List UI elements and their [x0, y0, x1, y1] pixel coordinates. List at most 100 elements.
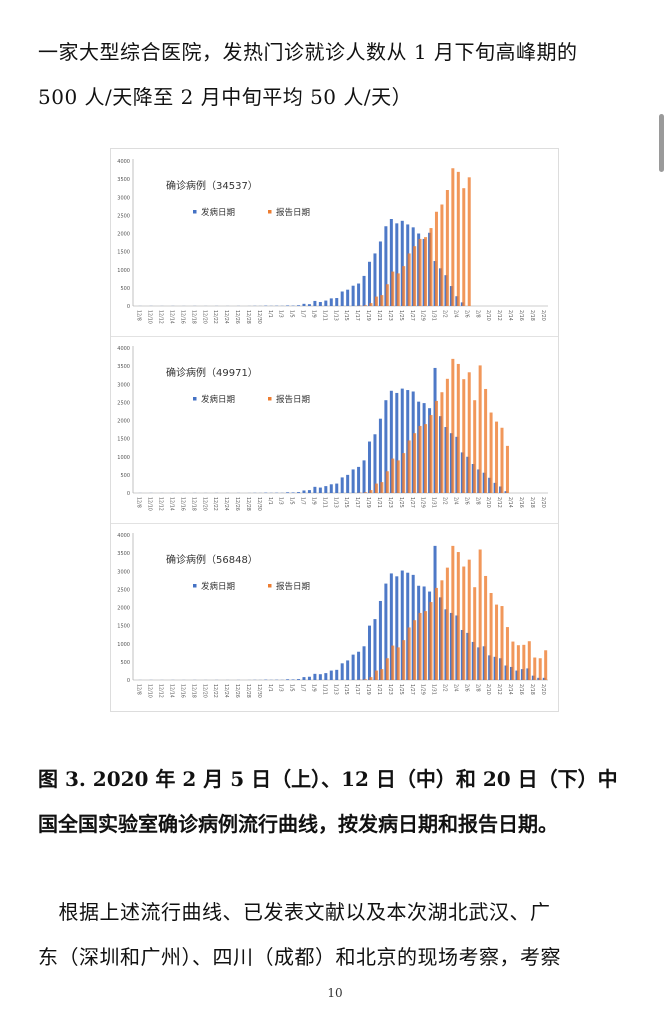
- report-bar: [369, 303, 373, 306]
- onset-bar: [297, 492, 301, 493]
- onset-bar: [335, 298, 339, 306]
- x-tick-label: 2/16: [518, 684, 524, 695]
- report-bar: [451, 358, 455, 493]
- legend-swatch: [268, 584, 272, 588]
- x-tick-label: 2/4: [452, 684, 458, 692]
- x-tick-label: 12/16: [179, 310, 185, 324]
- legend-swatch: [193, 210, 197, 214]
- report-bar: [462, 566, 466, 680]
- x-tick-label: 1/17: [354, 684, 360, 695]
- x-tick-label: 1/3: [278, 310, 284, 318]
- report-bar: [429, 415, 433, 493]
- onset-bar: [313, 486, 317, 493]
- scrollbar-thumb[interactable]: [659, 114, 664, 172]
- y-tick-label: 2500: [117, 400, 130, 406]
- report-bar: [391, 458, 395, 493]
- x-tick-label: 1/29: [420, 310, 426, 321]
- report-bar: [407, 440, 411, 493]
- legend-swatch: [193, 584, 197, 588]
- report-bar: [456, 552, 460, 680]
- y-tick-label: 1500: [117, 437, 130, 443]
- report-bar: [424, 424, 428, 493]
- x-tick-label: 12/20: [201, 497, 207, 511]
- report-bar: [462, 188, 466, 306]
- report-bar: [396, 460, 400, 493]
- onset-bar: [378, 600, 382, 680]
- epidemic-curve-figure: 0 500 1000 1500 2000 2500 3000 3500 4000 12/8 12/1…: [110, 148, 559, 712]
- report-bar: [478, 549, 482, 680]
- onset-bar: [335, 669, 339, 680]
- x-tick-label: 12/16: [179, 497, 185, 511]
- x-tick-label: 12/12: [158, 684, 164, 698]
- x-tick-label: 2/4: [452, 310, 458, 318]
- x-tick-label: 2/10: [485, 497, 491, 508]
- onset-bar: [368, 261, 372, 306]
- x-tick-label: 2/8: [474, 684, 480, 692]
- report-bar: [440, 204, 444, 306]
- onset-bar: [340, 291, 344, 306]
- body-text-line: 500 人/天降至 2 月中旬平均 50 人/天）: [38, 85, 413, 109]
- chart-title: 确诊病例（34537）: [166, 179, 258, 192]
- onset-bar: [286, 492, 290, 493]
- onset-bar: [357, 283, 361, 306]
- x-tick-label: 12/28: [245, 684, 251, 698]
- x-tick-label: 12/18: [190, 310, 196, 324]
- x-tick-label: 2/2: [442, 497, 448, 505]
- x-tick-label: 1/17: [354, 497, 360, 508]
- x-tick-label: 2/2: [442, 684, 448, 692]
- x-tick-label: 1/7: [300, 497, 306, 505]
- x-tick-label: 1/1: [267, 310, 273, 318]
- x-tick-label: 12/14: [168, 497, 174, 511]
- onset-bar: [340, 663, 344, 680]
- page-number: 10: [327, 986, 343, 1000]
- x-tick-label: 12/26: [234, 497, 240, 511]
- report-bar: [413, 433, 417, 493]
- legend-label: 报告日期: [276, 581, 310, 592]
- report-bar: [489, 593, 493, 680]
- report-bar: [451, 545, 455, 680]
- x-tick-label: 1/29: [420, 497, 426, 508]
- report-bar: [505, 445, 509, 493]
- onset-bar: [368, 625, 372, 680]
- x-tick-label: 1/11: [321, 497, 327, 508]
- x-tick-label: 1/13: [332, 497, 338, 508]
- report-bar: [516, 645, 520, 680]
- report-bar: [380, 482, 384, 493]
- y-tick-label: 2500: [117, 213, 130, 219]
- x-tick-label: 12/18: [190, 497, 196, 511]
- onset-bar: [297, 679, 301, 680]
- onset-bar: [329, 298, 333, 306]
- x-tick-label: 1/9: [310, 310, 316, 318]
- report-bar: [374, 296, 378, 306]
- x-tick-label: 2/18: [529, 310, 535, 321]
- y-tick-label: 0: [127, 491, 130, 497]
- onset-bar: [329, 670, 333, 680]
- onset-bar: [302, 677, 306, 680]
- report-bar: [385, 471, 389, 493]
- x-tick-label: 12/30: [256, 310, 262, 324]
- body-text-line: 根据上述流行曲线、已发表文献以及本次湖北武汉、广: [38, 900, 551, 924]
- report-bar: [478, 365, 482, 493]
- x-tick-label: 1/31: [431, 684, 437, 695]
- report-bar: [467, 559, 471, 680]
- y-tick-label: 4000: [117, 159, 130, 165]
- x-tick-label: 1/19: [365, 684, 371, 695]
- x-tick-label: 12/16: [179, 684, 185, 698]
- x-tick-label: 1/15: [343, 497, 349, 508]
- report-bar: [473, 587, 477, 680]
- y-tick-label: 3000: [117, 382, 130, 388]
- onset-bar: [318, 674, 322, 680]
- x-tick-label: 2/16: [518, 310, 524, 321]
- x-tick-label: 1/29: [420, 684, 426, 695]
- x-tick-label: 2/6: [463, 497, 469, 505]
- x-tick-label: 12/8: [136, 310, 142, 321]
- x-tick-label: 2/12: [496, 684, 502, 695]
- report-bar: [407, 253, 411, 306]
- report-bar: [467, 372, 471, 493]
- report-bar: [391, 645, 395, 680]
- body-text-line: 一家大型综合医院，发热门诊就诊人数从 1 月下旬高峰期的: [38, 40, 578, 64]
- onset-bar: [313, 300, 317, 306]
- onset-bar: [362, 275, 366, 306]
- report-bar: [533, 657, 537, 680]
- x-tick-label: 1/13: [332, 684, 338, 695]
